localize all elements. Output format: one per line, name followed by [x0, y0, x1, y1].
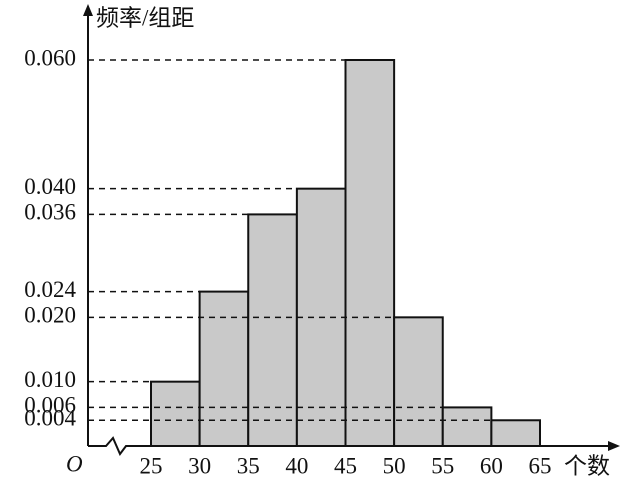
- x-tick-label: 50: [383, 453, 406, 478]
- bar: [344, 59, 396, 447]
- y-tick-label: 0.020: [24, 303, 76, 328]
- x-tick-label: 40: [285, 453, 308, 478]
- x-tick-label: 35: [237, 453, 260, 478]
- y-tick-label: 0.040: [24, 174, 76, 199]
- bar: [150, 380, 201, 447]
- bar: [441, 406, 493, 447]
- bar: [490, 419, 541, 447]
- x-tick-label: 55: [431, 453, 454, 478]
- y-tick-label: 0.024: [24, 277, 76, 302]
- y-tick-label: 0.036: [24, 200, 76, 225]
- bar: [198, 290, 250, 447]
- y-axis-label: 频率/组距: [96, 5, 194, 30]
- y-tick-label: 0.006: [24, 393, 76, 418]
- x-axis-arrow: [608, 441, 620, 451]
- y-tick-label: 0.004: [24, 406, 76, 431]
- x-tick-label: 65: [529, 453, 552, 478]
- bar: [247, 213, 298, 447]
- origin-label: O: [66, 451, 83, 476]
- x-tick-label: 60: [480, 453, 503, 478]
- bar: [393, 316, 444, 448]
- x-tick-label: 45: [334, 453, 357, 478]
- x-tick-label: 30: [188, 453, 211, 478]
- y-axis-arrow: [83, 4, 93, 16]
- y-tick-label: 0.010: [24, 367, 76, 392]
- y-tick-label: 0.060: [24, 45, 76, 70]
- x-tick-label: 25: [140, 453, 163, 478]
- x-axis-label: 个数: [564, 453, 610, 478]
